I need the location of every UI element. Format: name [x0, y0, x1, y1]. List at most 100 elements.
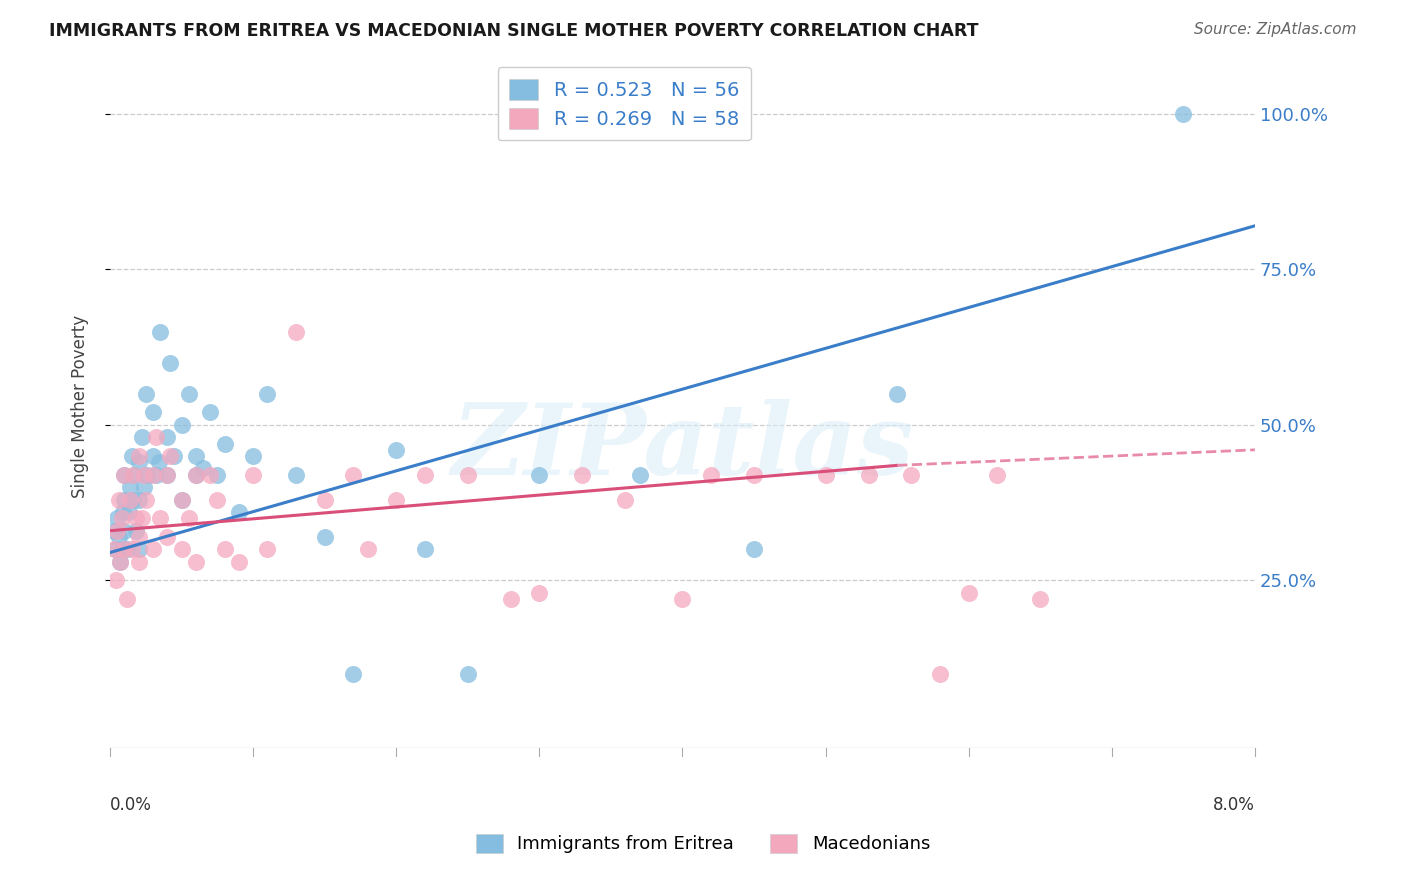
- Text: Source: ZipAtlas.com: Source: ZipAtlas.com: [1194, 22, 1357, 37]
- Point: [122, 492, 145, 507]
- Point: [163, 449, 186, 463]
- Point: [700, 467, 723, 482]
- Point: [107, 492, 129, 507]
- Point: [103, 524, 125, 538]
- Point: [122, 467, 145, 482]
- Point: [120, 480, 142, 494]
- Point: [134, 467, 156, 482]
- Point: [228, 555, 250, 569]
- Point: [285, 467, 308, 482]
- Point: [671, 592, 693, 607]
- Point: [457, 666, 479, 681]
- Point: [184, 449, 207, 463]
- Point: [228, 505, 250, 519]
- Point: [242, 467, 264, 482]
- Point: [103, 542, 125, 557]
- Point: [156, 430, 179, 444]
- Legend: Immigrants from Eritrea, Macedonians: Immigrants from Eritrea, Macedonians: [468, 827, 938, 861]
- Point: [128, 492, 150, 507]
- Point: [742, 467, 765, 482]
- Point: [142, 449, 165, 463]
- Point: [107, 530, 129, 544]
- Point: [814, 467, 837, 482]
- Point: [314, 492, 336, 507]
- Point: [191, 461, 214, 475]
- Text: 0.0%: 0.0%: [110, 797, 152, 814]
- Point: [285, 325, 308, 339]
- Point: [242, 449, 264, 463]
- Point: [134, 480, 156, 494]
- Point: [131, 511, 153, 525]
- Point: [159, 449, 181, 463]
- Point: [111, 505, 134, 519]
- Point: [149, 511, 172, 525]
- Point: [184, 555, 207, 569]
- Point: [112, 467, 135, 482]
- Point: [124, 467, 146, 482]
- Point: [125, 511, 148, 525]
- Y-axis label: Single Mother Poverty: Single Mother Poverty: [72, 315, 89, 498]
- Point: [121, 449, 143, 463]
- Point: [110, 542, 132, 557]
- Point: [385, 442, 408, 457]
- Point: [200, 405, 222, 419]
- Point: [112, 492, 135, 507]
- Point: [145, 430, 167, 444]
- Point: [184, 467, 207, 482]
- Point: [314, 530, 336, 544]
- Point: [214, 542, 236, 557]
- Point: [529, 467, 551, 482]
- Point: [156, 467, 179, 482]
- Point: [200, 467, 222, 482]
- Point: [125, 524, 148, 538]
- Point: [142, 542, 165, 557]
- Point: [529, 586, 551, 600]
- Point: [858, 467, 880, 482]
- Point: [104, 574, 127, 588]
- Point: [112, 542, 135, 557]
- Point: [342, 666, 364, 681]
- Point: [628, 467, 651, 482]
- Point: [457, 467, 479, 482]
- Text: ZIPatlas: ZIPatlas: [451, 399, 914, 496]
- Point: [135, 492, 157, 507]
- Point: [142, 405, 165, 419]
- Point: [256, 387, 278, 401]
- Point: [131, 430, 153, 444]
- Point: [120, 492, 142, 507]
- Point: [156, 530, 179, 544]
- Point: [145, 467, 167, 482]
- Text: IMMIGRANTS FROM ERITREA VS MACEDONIAN SINGLE MOTHER POVERTY CORRELATION CHART: IMMIGRANTS FROM ERITREA VS MACEDONIAN SI…: [49, 22, 979, 40]
- Point: [214, 436, 236, 450]
- Point: [1173, 107, 1195, 121]
- Point: [256, 542, 278, 557]
- Point: [900, 467, 922, 482]
- Point: [929, 666, 952, 681]
- Point: [128, 455, 150, 469]
- Point: [148, 455, 170, 469]
- Point: [128, 530, 150, 544]
- Point: [105, 524, 128, 538]
- Point: [105, 511, 128, 525]
- Point: [986, 467, 1008, 482]
- Point: [117, 542, 139, 557]
- Point: [149, 325, 172, 339]
- Point: [177, 511, 200, 525]
- Point: [135, 387, 157, 401]
- Point: [128, 555, 150, 569]
- Text: 8.0%: 8.0%: [1213, 797, 1256, 814]
- Point: [614, 492, 637, 507]
- Point: [108, 555, 131, 569]
- Point: [1029, 592, 1052, 607]
- Point: [207, 492, 229, 507]
- Point: [742, 542, 765, 557]
- Point: [156, 467, 179, 482]
- Point: [108, 555, 131, 569]
- Point: [342, 467, 364, 482]
- Point: [385, 492, 408, 507]
- Point: [170, 492, 193, 507]
- Point: [413, 542, 436, 557]
- Point: [413, 467, 436, 482]
- Legend: R = 0.523   N = 56, R = 0.269   N = 58: R = 0.523 N = 56, R = 0.269 N = 58: [498, 67, 751, 140]
- Point: [136, 467, 159, 482]
